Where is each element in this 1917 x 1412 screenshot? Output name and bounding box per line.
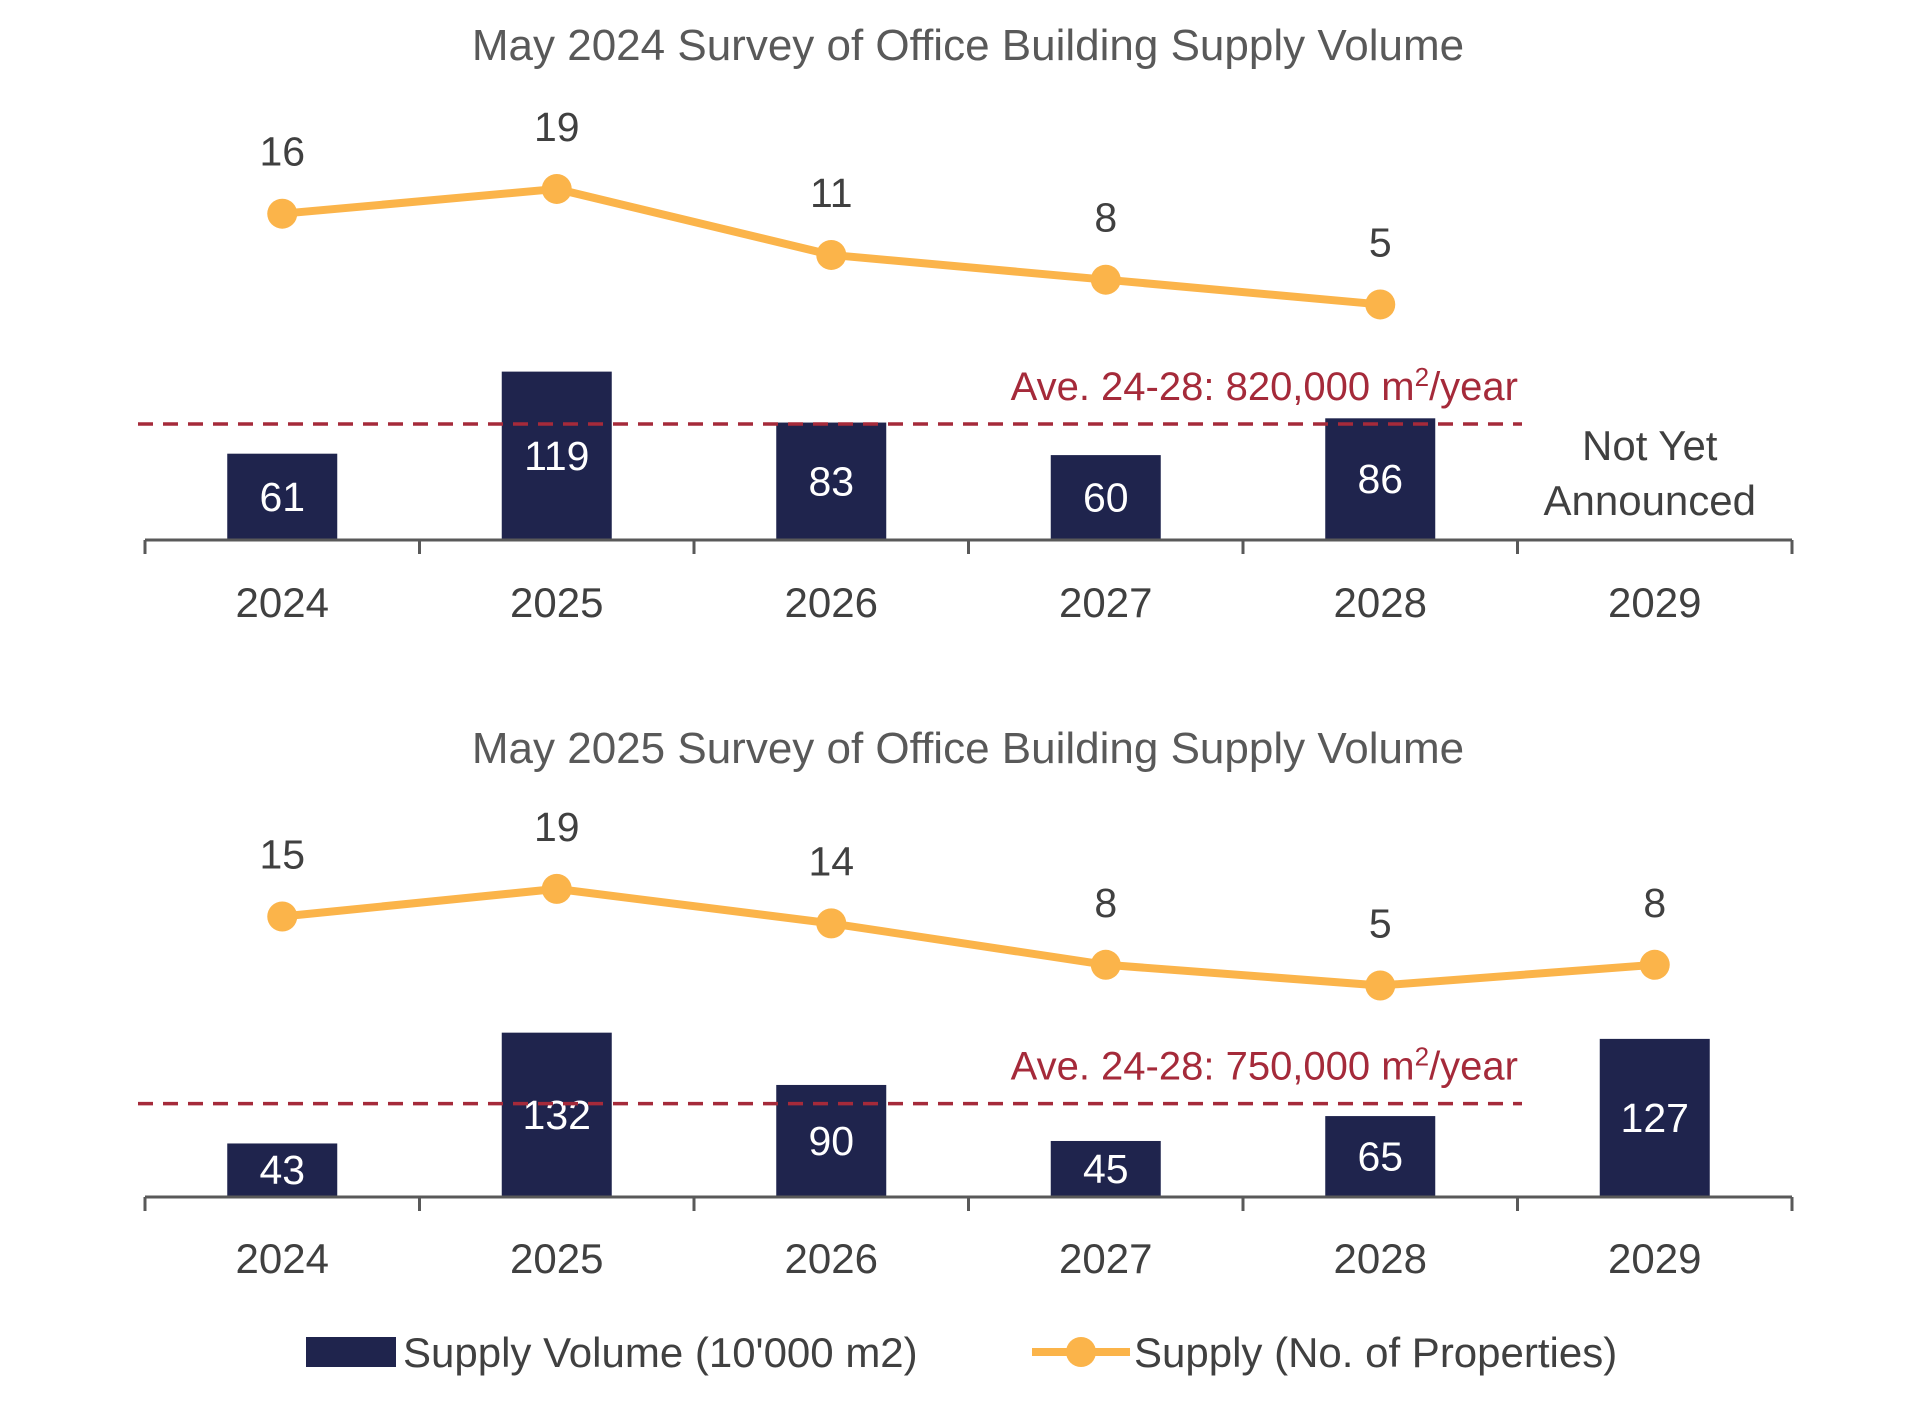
chart2-line-label-2024: 15: [259, 832, 305, 878]
chart1-x-tick-label-2029: 2029: [1608, 579, 1701, 626]
chart2-line-point-2025: [541, 873, 572, 904]
legend-bar-swatch: [306, 1337, 396, 1367]
chart2-bar-label-2024: 43: [259, 1147, 305, 1193]
chart1-annotation-line1: Not Yet: [1582, 422, 1718, 469]
chart2-average-label: Ave. 24-28: 750,000 m2/year: [1011, 1042, 1518, 1089]
chart2-bar-2029: [1599, 1038, 1710, 1197]
chart2-line-point-2026: [816, 908, 847, 939]
chart1-x-tick-label-2026: 2026: [785, 579, 878, 626]
chart1-line-point-2028: [1365, 289, 1396, 320]
chart2-x-tick-label-2027: 2027: [1059, 1235, 1152, 1282]
chart2-line-label-2028: 5: [1369, 901, 1392, 947]
chart2-line-series: [278, 884, 1659, 990]
chart2-x-tick-label-2028: 2028: [1334, 1235, 1427, 1282]
chart1-x-tick-label-2028: 2028: [1334, 579, 1427, 626]
chart1-line-point-2025: [541, 173, 572, 204]
chart1-bar-2028: [1325, 418, 1436, 540]
chart2-line-point-2028: [1365, 970, 1396, 1001]
chart2-line-label-2025: 19: [534, 804, 580, 850]
chart1-line-label-2026: 11: [810, 170, 853, 216]
chart2-line-label-2029: 8: [1643, 880, 1666, 926]
chart1-annotation-line2: Announced: [1543, 477, 1756, 524]
chart2-bar-2028: [1325, 1116, 1436, 1197]
chart2-bar-2027: [1050, 1140, 1161, 1197]
chart1-line-point-2026: [816, 239, 847, 270]
chart2-bar-label-2025: 132: [523, 1092, 591, 1138]
chart1-x-tick-label-2025: 2025: [510, 579, 603, 626]
chart1-bar-2024: [227, 453, 338, 540]
chart1-bar-label-2028: 86: [1357, 456, 1403, 502]
chart2-bar-2024: [227, 1143, 338, 1197]
chart1-x-tick-label-2024: 2024: [236, 579, 329, 626]
chart1-line-point-2024: [267, 198, 298, 229]
chart2-bar-label-2026: 90: [808, 1118, 854, 1164]
legend-line-marker: [1066, 1337, 1096, 1367]
chart1-bar-2027: [1050, 455, 1161, 540]
chart2-x-tick-label-2024: 2024: [236, 1235, 329, 1282]
chart1-line-point-2027: [1090, 264, 1121, 295]
chart1-line-label-2024: 16: [259, 129, 305, 175]
chart1-bar-2025: [501, 371, 612, 540]
chart2-x-tick-label-2029: 2029: [1608, 1235, 1701, 1282]
chart2-line-point-2027: [1090, 949, 1121, 980]
chart2-line-point-2024: [267, 901, 298, 932]
chart1-line-label-2025: 19: [534, 104, 580, 150]
chart2-line-point-2029: [1639, 949, 1670, 980]
chart1-bar-label-2026: 83: [808, 458, 854, 504]
chart1-bar-label-2027: 60: [1083, 475, 1129, 521]
chart2-line-label-2026: 14: [808, 838, 854, 884]
chart2-bar-label-2027: 45: [1083, 1146, 1129, 1192]
chart1-title: May 2024 Survey of Office Building Suppl…: [472, 21, 1464, 70]
legend-line-label: Supply (No. of Properties): [1134, 1329, 1617, 1376]
chart2-x-tick-label-2026: 2026: [785, 1235, 878, 1282]
chart2-bar-label-2028: 65: [1357, 1134, 1403, 1180]
chart1-line-label-2027: 8: [1094, 195, 1117, 241]
chart1-x-tick-label-2027: 2027: [1059, 579, 1152, 626]
chart2-bar-2025: [501, 1032, 612, 1197]
chart1-bar-label-2025: 119: [524, 433, 589, 479]
chart2-bar-label-2029: 127: [1621, 1095, 1689, 1141]
chart1-bar-label-2024: 61: [259, 474, 305, 520]
legend-bar-label: Supply Volume (10'000 m2): [403, 1329, 918, 1376]
chart1-line-label-2028: 5: [1369, 219, 1392, 265]
chart2-x-tick-label-2025: 2025: [510, 1235, 603, 1282]
chart2-line-label-2027: 8: [1094, 880, 1117, 926]
chart1-average-label: Ave. 24-28: 820,000 m2/year: [1011, 362, 1518, 409]
chart1-bar-2026: [776, 422, 887, 540]
chart2-title: May 2025 Survey of Office Building Suppl…: [472, 724, 1464, 773]
